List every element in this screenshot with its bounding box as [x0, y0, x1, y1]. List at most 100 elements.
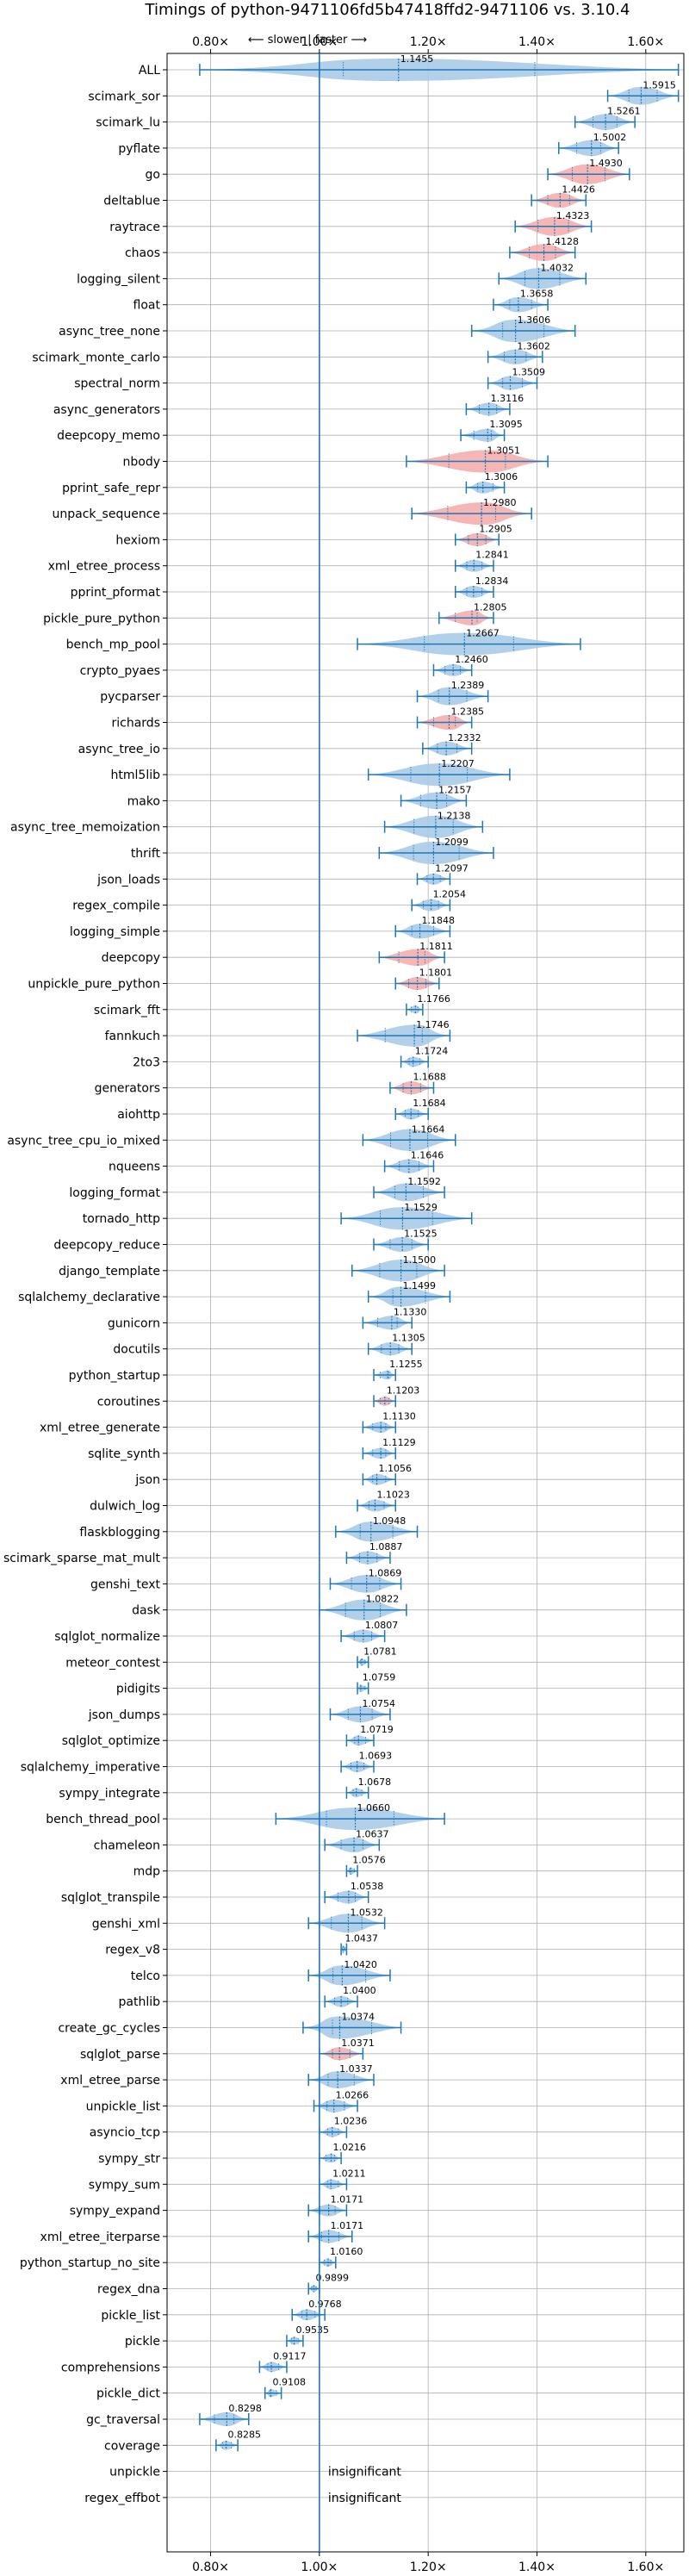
benchmark-row: dask 1.0822: [132, 1594, 407, 1621]
benchmark-row: sqlalchemy_declarative 1.1499: [18, 1280, 451, 1307]
value-label: 1.2054: [433, 889, 467, 900]
benchmark-label: richards: [112, 717, 161, 731]
insignificant-note: insignificant: [328, 2492, 402, 2505]
value-label: 1.2834: [475, 576, 509, 587]
value-label: 0.9117: [273, 2350, 307, 2361]
benchmark-label: sqlglot_parse: [80, 2048, 160, 2062]
benchmark-rows: ALL 1.1455 scimark_sor 1.5915 scimark_lu 1.52…: [3, 53, 680, 2505]
benchmark-label: sqlalchemy_declarative: [18, 1291, 160, 1304]
value-label: 1.1646: [411, 1150, 444, 1161]
benchmark-row: scimark_sor 1.5915: [88, 79, 680, 105]
benchmark-label: coverage: [104, 2439, 160, 2453]
benchmark-row: gc_traversal 0.8298: [86, 2403, 262, 2427]
benchmark-row: docutils 1.1305: [113, 1333, 425, 1357]
benchmark-label: chaos: [125, 246, 160, 260]
benchmark-label: sqlalchemy_imperative: [21, 1761, 160, 1775]
benchmark-label: telco: [131, 1969, 160, 1983]
value-label: 0.8285: [228, 2429, 262, 2440]
benchmark-row: scimark_monte_carlo 1.3602: [32, 340, 549, 364]
value-label: 1.1330: [394, 1306, 427, 1317]
benchmark-label: async_generators: [53, 403, 160, 417]
benchmark-row: chaos 1.4128: [125, 236, 579, 261]
benchmark-row: genshi_xml 1.0532: [92, 1907, 386, 1933]
benchmark-label: create_gc_cycles: [58, 2022, 160, 2036]
value-label: 1.3116: [491, 393, 525, 404]
benchmark-row: sqlalchemy_imperative 1.0693: [21, 1751, 392, 1775]
benchmark-label: html5lib: [111, 768, 161, 782]
value-label: 1.5915: [642, 79, 676, 90]
value-label: 1.0211: [332, 2168, 366, 2179]
benchmark-row: richards 1.2385: [112, 706, 484, 731]
benchmark-label: logging_simple: [70, 925, 160, 939]
value-label: 0.9768: [308, 2299, 342, 2310]
benchmark-row: regex_v8 1.0437: [105, 1933, 378, 1957]
insignificant-note: insignificant: [328, 2466, 402, 2480]
benchmark-row: deepcopy_reduce 1.1525: [53, 1229, 437, 1253]
benchmark-label: regex_v8: [105, 1944, 160, 1957]
benchmark-row: sympy_str 1.0216: [98, 2142, 366, 2166]
benchmark-row: scimark_sparse_mat_mult 1.0887: [3, 1541, 402, 1565]
benchmark-row: telco 1.0420: [131, 1959, 391, 1986]
value-label: 1.0171: [331, 2194, 364, 2206]
value-label: 1.2841: [475, 550, 509, 561]
benchmark-row: pycparser 1.2389: [100, 680, 489, 706]
benchmark-label: docutils: [113, 1343, 160, 1357]
value-label: 1.1129: [382, 1437, 416, 1448]
value-label: 1.4128: [546, 236, 580, 247]
benchmark-label: crypto_pyaes: [80, 664, 160, 678]
benchmark-label: genshi_text: [90, 1577, 161, 1591]
benchmark-row: unpickle_list 1.0266: [86, 2089, 369, 2113]
benchmark-label: spectral_norm: [74, 377, 160, 391]
benchmark-label: scimark_sor: [88, 90, 160, 103]
benchmark-label: bench_thread_pool: [46, 1813, 160, 1826]
benchmark-row: unpickle_pure_python 1.1801: [28, 968, 452, 992]
benchmark-row: json 1.1056: [134, 1463, 412, 1487]
benchmark-row: xml_etree_process 1.2841: [48, 550, 509, 574]
benchmark-label: sympy_integrate: [59, 1787, 160, 1801]
benchmark-row: scimark_lu 1.5261: [96, 106, 641, 130]
benchmark-label: sympy_expand: [70, 2205, 160, 2218]
value-label: 1.3606: [518, 314, 551, 326]
benchmark-row: bench_mp_pool 1.2667: [66, 628, 581, 656]
benchmark-row: spectral_norm 1.3509: [74, 367, 545, 391]
benchmark-row: async_tree_none 1.3606: [59, 314, 576, 342]
benchmark-row: coroutines 1.1203: [97, 1384, 420, 1409]
x-tick-label-top: 0.80×: [192, 35, 229, 49]
value-label: 1.3095: [489, 419, 523, 430]
benchmark-label: pyflate: [118, 142, 160, 156]
benchmark-row: pprint_safe_repr 1.3006: [62, 471, 518, 495]
benchmark-label: ALL: [139, 64, 160, 78]
benchmark-label: xml_etree_generate: [40, 1422, 160, 1435]
benchmark-label: pprint_safe_repr: [62, 482, 160, 495]
benchmark-label: meteor_contest: [65, 1656, 160, 1670]
value-label: 1.0781: [363, 1646, 397, 1657]
value-label: 1.2097: [435, 862, 468, 874]
benchmark-row: pidigits 1.0759: [116, 1672, 395, 1696]
benchmark-row: regex_dna 0.9899: [97, 2273, 349, 2297]
benchmark-label: python_startup_no_site: [20, 2256, 160, 2270]
benchmark-row: pickle_pure_python 1.2805: [43, 601, 506, 625]
benchmark-row: sympy_expand 1.0171: [70, 2194, 363, 2218]
benchmark-label: unpickle: [109, 2466, 160, 2480]
benchmark-row: raytrace 1.4323: [109, 210, 593, 236]
value-label: 1.2980: [483, 497, 517, 508]
value-label: 1.1529: [404, 1202, 438, 1213]
benchmark-row: unpack_sequence 1.2980: [53, 497, 532, 526]
benchmark-row: pickle 0.9535: [125, 2324, 329, 2349]
benchmark-row: thrift 1.2099: [131, 837, 494, 864]
value-label: 1.0374: [341, 2012, 375, 2023]
benchmark-label: tornado_http: [83, 1212, 160, 1226]
benchmark-row: sqlglot_normalize 1.0807: [54, 1620, 398, 1644]
value-label: 1.0420: [344, 1959, 377, 1970]
benchmark-row: json_loads 1.2097: [96, 862, 469, 887]
value-label: 0.9899: [315, 2273, 349, 2284]
value-label: 0.9108: [273, 2377, 307, 2388]
benchmark-label: json_dumps: [88, 1708, 160, 1722]
benchmark-label: unpickle_list: [86, 2100, 161, 2113]
benchmark-label: pycparser: [100, 690, 160, 704]
benchmark-row: pickle_list 0.9768: [101, 2299, 341, 2323]
benchmark-label: gc_traversal: [86, 2413, 160, 2427]
plot-frame: [166, 53, 685, 2553]
benchmark-label: pickle_list: [101, 2309, 160, 2323]
benchmark-label: pickle_dict: [96, 2387, 161, 2401]
